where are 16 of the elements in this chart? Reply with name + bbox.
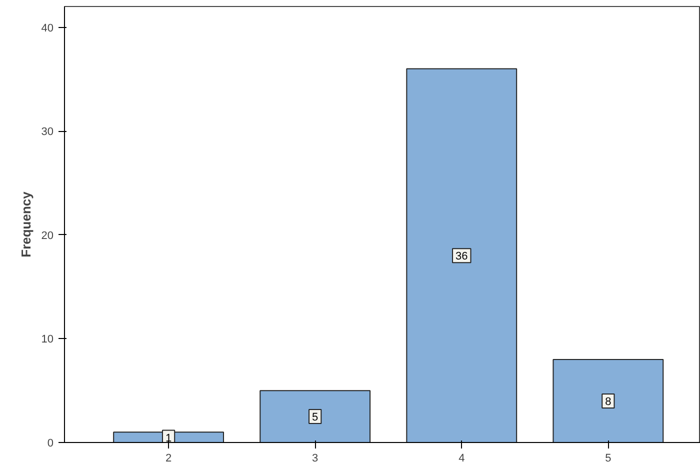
data-label: 5	[312, 412, 318, 424]
x-tick-label: 4	[458, 452, 465, 464]
y-tick-label: 20	[41, 230, 54, 242]
bar	[552, 358, 664, 442]
y-tick-label: 0	[47, 438, 54, 450]
data-label: 36	[456, 250, 468, 263]
bar	[260, 390, 371, 442]
y-tick-label: 30	[41, 126, 54, 138]
bar	[406, 68, 518, 442]
y-tick-label: 40	[41, 22, 54, 34]
x-tick-label: 2	[165, 452, 172, 464]
x-tick-label: 5	[605, 452, 612, 464]
y-axis-title: Frequency	[18, 190, 34, 258]
data-label: 8	[605, 396, 612, 408]
y-tick-label: 10	[41, 334, 54, 346]
x-tick-label: 3	[312, 452, 318, 464]
